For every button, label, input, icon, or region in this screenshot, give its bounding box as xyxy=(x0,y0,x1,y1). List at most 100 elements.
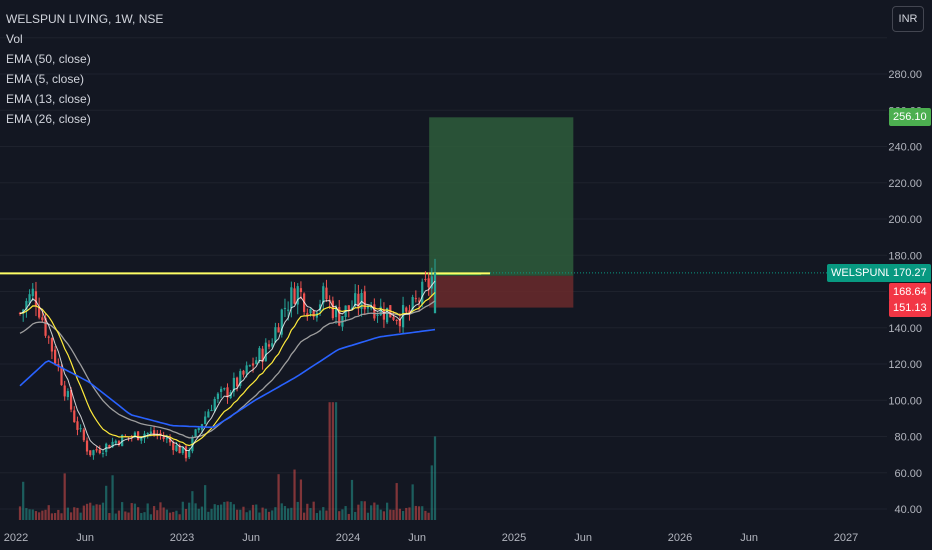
candle-body xyxy=(172,442,175,451)
candle-body xyxy=(296,286,299,305)
volume-bar xyxy=(245,512,248,520)
legend-ema-5[interactable]: EMA (5, close) xyxy=(6,72,85,86)
candle-body xyxy=(95,449,98,451)
time-tick-label: Jun xyxy=(408,532,426,544)
volume-bar xyxy=(162,507,165,520)
symbol-title[interactable]: WELSPUN LIVING, 1W, NSE xyxy=(6,12,164,26)
candle-body xyxy=(76,421,79,430)
candle-body xyxy=(290,287,293,309)
volume-bar xyxy=(261,507,264,520)
volume-bar xyxy=(280,503,283,520)
volume-bar xyxy=(124,511,127,520)
candle-body xyxy=(283,307,287,309)
candle-body xyxy=(114,440,117,444)
candle-body xyxy=(363,291,366,310)
volume-bar xyxy=(366,512,370,520)
candle-body xyxy=(69,389,73,410)
legend-ema-26[interactable]: EMA (26, close) xyxy=(6,112,91,126)
volume-bar xyxy=(360,501,363,520)
volume-bar xyxy=(25,508,28,520)
ema-5-line xyxy=(19,280,436,452)
volume-bar xyxy=(370,505,373,520)
volume-bar xyxy=(226,501,229,520)
ema-50-line xyxy=(19,328,436,429)
volume-bar xyxy=(405,507,408,520)
volume-bar xyxy=(95,504,98,520)
volume-bar xyxy=(213,504,216,520)
legend-volume[interactable]: Vol xyxy=(6,32,23,46)
volume-bar xyxy=(50,513,54,520)
candle-body xyxy=(207,411,210,418)
candle-body xyxy=(235,377,239,387)
candle-body xyxy=(318,304,322,311)
candle-body xyxy=(338,307,341,326)
volume-bar xyxy=(376,504,379,520)
price-tick-label: 180.00 xyxy=(888,250,922,262)
candle-body xyxy=(427,278,430,288)
volume-bar xyxy=(149,514,153,520)
candle-body xyxy=(398,319,402,327)
candle-body xyxy=(85,440,89,452)
candle-body xyxy=(216,393,220,399)
volume-bar xyxy=(274,507,277,520)
volume-bars xyxy=(18,402,437,520)
volume-bar xyxy=(204,485,207,520)
volume-bar xyxy=(302,512,306,520)
volume-bar xyxy=(347,513,350,520)
long-position-tool[interactable] xyxy=(429,117,574,308)
last-price-tag: 170.27 xyxy=(889,263,931,282)
candle-body xyxy=(38,306,41,318)
candle-body xyxy=(25,300,28,311)
time-tick-label: Jun xyxy=(740,532,758,544)
legend-ema-50[interactable]: EMA (50, close) xyxy=(6,52,91,66)
volume-bar xyxy=(255,504,258,520)
currency-button[interactable]: INR xyxy=(892,6,924,32)
volume-bar xyxy=(210,508,213,520)
candle-body xyxy=(210,410,213,412)
volume-bar xyxy=(69,512,73,520)
volume-bar xyxy=(188,502,191,520)
candle-body xyxy=(261,348,264,362)
volume-bar xyxy=(389,509,392,520)
volume-bar xyxy=(293,469,296,520)
candle-body xyxy=(251,363,255,366)
volume-bar xyxy=(178,514,181,520)
candle-body xyxy=(414,298,417,300)
volume-bar xyxy=(152,506,156,520)
symbol-name-tag: WELSPUNLIV xyxy=(827,263,906,282)
volume-bar xyxy=(315,513,319,520)
volume-bar xyxy=(200,506,204,520)
candle-body xyxy=(140,437,143,441)
volume-bar xyxy=(248,510,251,520)
candle-body xyxy=(376,314,379,316)
time-tick-label: 2022 xyxy=(4,532,28,544)
entry-price-tag: 168.64 xyxy=(889,283,931,302)
candle-body xyxy=(34,291,38,307)
volume-bar xyxy=(290,507,293,520)
ema-lines xyxy=(19,280,436,452)
candle-body xyxy=(274,327,277,343)
volume-bar xyxy=(229,501,232,520)
time-tick-label: 2027 xyxy=(834,532,858,544)
candle-body xyxy=(175,445,178,452)
legend-ema-13[interactable]: EMA (13, close) xyxy=(6,92,91,106)
volume-bar xyxy=(251,504,255,520)
volume-bar xyxy=(219,504,223,520)
candle-body xyxy=(149,431,153,433)
candle-body xyxy=(401,305,405,328)
volume-bar xyxy=(331,402,334,520)
grid-lines xyxy=(0,37,887,510)
volume-bar xyxy=(41,510,44,520)
candle-body xyxy=(411,297,414,312)
volume-bar xyxy=(73,507,76,520)
price-tick-label: 200.00 xyxy=(888,214,922,226)
candle-body xyxy=(331,300,334,319)
price-tick-label: 100.00 xyxy=(888,395,922,407)
candle-body xyxy=(258,348,261,361)
candle-body xyxy=(165,438,168,440)
candle-body xyxy=(73,410,76,423)
time-axis[interactable]: 2022 Jun 2023 Jun 2024 Jun 2025 Jun 2026 Jun 2027 xyxy=(4,532,858,544)
candle-body xyxy=(89,450,92,456)
volume-bar xyxy=(101,502,105,520)
